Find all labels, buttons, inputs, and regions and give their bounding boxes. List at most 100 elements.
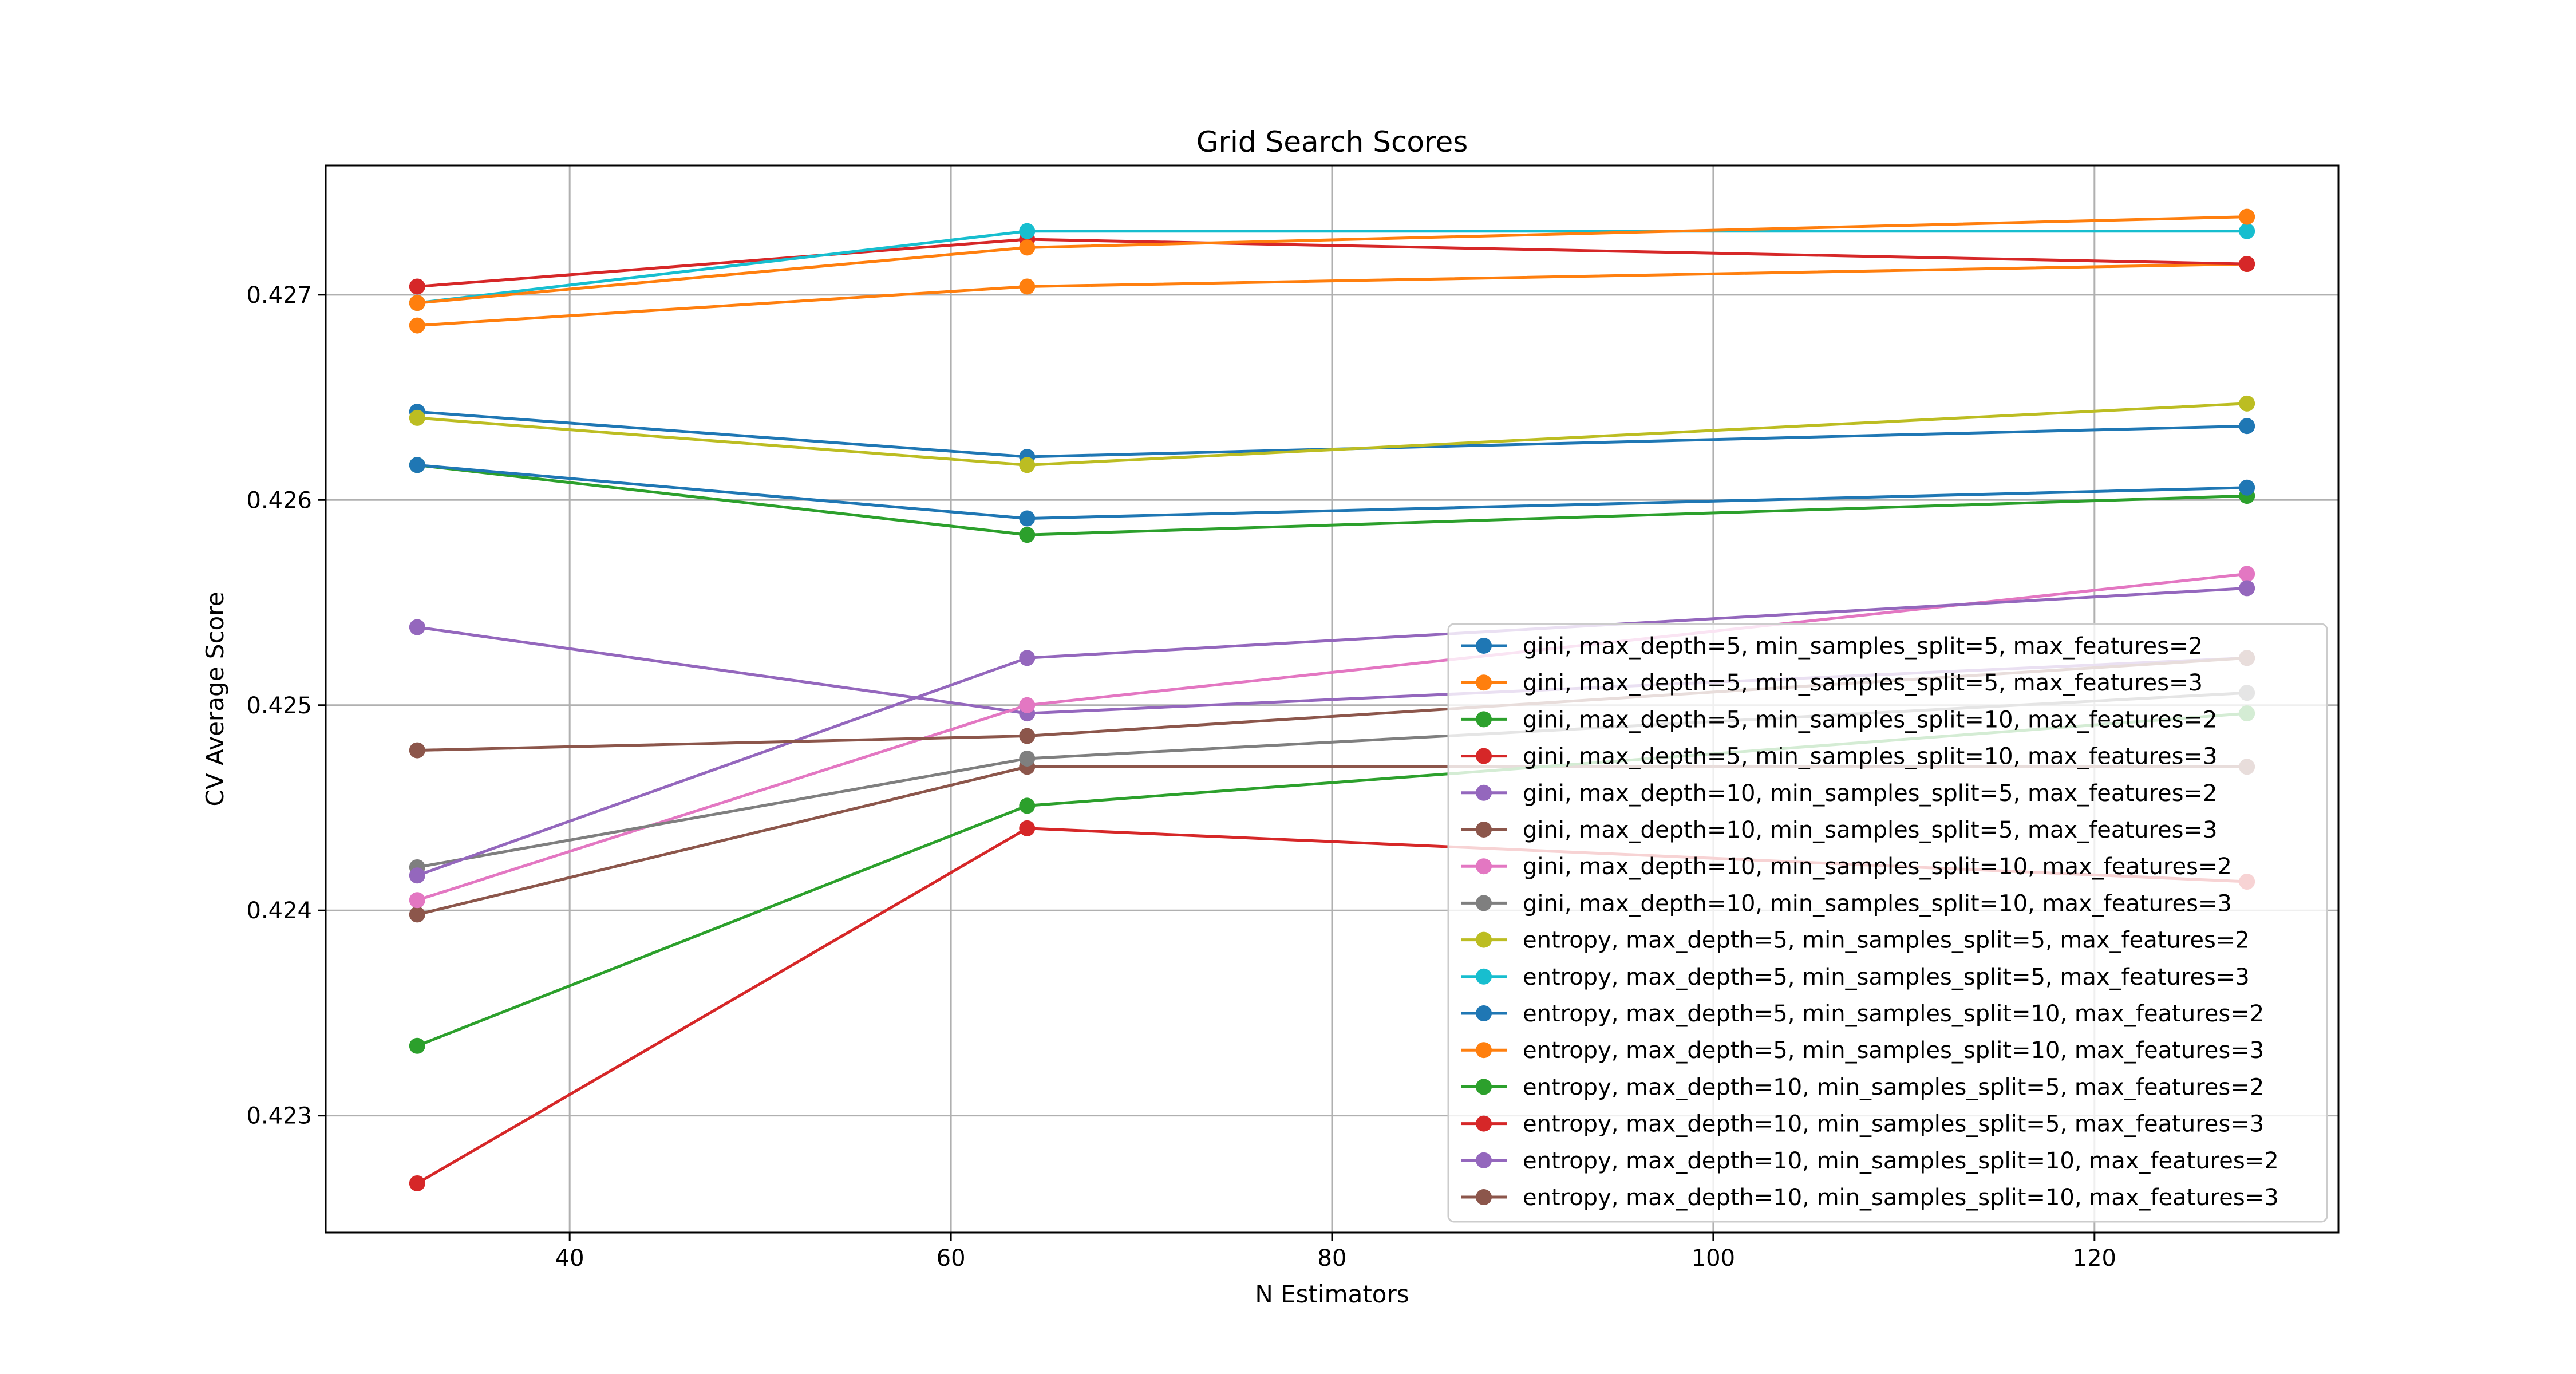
legend-item: gini, max_depth=10, min_samples_split=10… bbox=[1461, 854, 2232, 880]
legend-marker bbox=[1476, 1079, 1492, 1095]
data-point bbox=[2239, 223, 2255, 239]
y-axis-label: CV Average Score bbox=[201, 592, 229, 807]
legend-item: gini, max_depth=5, min_samples_split=5, … bbox=[1461, 670, 2203, 696]
legend-item: entropy, max_depth=5, min_samples_split=… bbox=[1461, 927, 2250, 954]
y-tick-label: 0.426 bbox=[246, 487, 312, 514]
legend-label: entropy, max_depth=10, min_samples_split… bbox=[1523, 1111, 2264, 1138]
y-tick-label: 0.423 bbox=[246, 1103, 312, 1130]
legend-marker bbox=[1476, 895, 1492, 911]
x-tick-label: 120 bbox=[2073, 1245, 2116, 1272]
y-tick-label: 0.425 bbox=[246, 693, 312, 719]
legend-item: entropy, max_depth=10, min_samples_split… bbox=[1461, 1185, 2279, 1211]
legend-label: entropy, max_depth=10, min_samples_split… bbox=[1523, 1185, 2279, 1211]
legend-label: entropy, max_depth=10, min_samples_split… bbox=[1523, 1148, 2279, 1174]
y-tick-label: 0.427 bbox=[246, 282, 312, 309]
data-point bbox=[2239, 208, 2255, 225]
data-point bbox=[409, 295, 425, 311]
legend-box bbox=[1447, 623, 2328, 1223]
legend-item: entropy, max_depth=10, min_samples_split… bbox=[1461, 1148, 2279, 1174]
x-tick-label: 60 bbox=[937, 1245, 966, 1272]
data-point bbox=[1019, 510, 1036, 527]
series-11 bbox=[409, 457, 2255, 527]
tick-layer: 40 60 80 100 120 0.423 0.424 0.425 0.426 0.427 bbox=[246, 282, 2116, 1272]
series-15 bbox=[409, 580, 2255, 884]
legend-item: entropy, max_depth=5, min_samples_split=… bbox=[1461, 964, 2250, 990]
data-point bbox=[1019, 820, 1036, 836]
x-tick-label: 80 bbox=[1318, 1245, 1347, 1272]
series-7 bbox=[409, 566, 2255, 909]
data-point bbox=[1019, 697, 1036, 713]
legend-label: entropy, max_depth=5, min_samples_split=… bbox=[1523, 1001, 2264, 1027]
legend-marker bbox=[1476, 931, 1492, 948]
data-point bbox=[2239, 418, 2255, 435]
data-point bbox=[409, 867, 425, 884]
data-point bbox=[2239, 580, 2255, 597]
data-point bbox=[2239, 479, 2255, 496]
legend-item: gini, max_depth=5, min_samples_split=10,… bbox=[1461, 744, 2217, 770]
legend-label: entropy, max_depth=5, min_samples_split=… bbox=[1523, 1037, 2264, 1064]
legend-item: gini, max_depth=5, min_samples_split=10,… bbox=[1461, 706, 2217, 733]
legend-marker bbox=[1476, 748, 1492, 764]
series-12 bbox=[409, 208, 2255, 311]
data-point bbox=[2239, 566, 2255, 582]
legend-item: entropy, max_depth=5, min_samples_split=… bbox=[1461, 1037, 2264, 1064]
data-point bbox=[1019, 223, 1036, 239]
series-9 bbox=[409, 395, 2255, 473]
legend-label: gini, max_depth=5, min_samples_split=10,… bbox=[1523, 744, 2217, 770]
legend-label: gini, max_depth=10, min_samples_split=10… bbox=[1523, 890, 2232, 917]
legend-item: gini, max_depth=5, min_samples_split=5, … bbox=[1461, 633, 2203, 660]
legend-marker bbox=[1476, 784, 1492, 801]
legend-label: gini, max_depth=10, min_samples_split=5,… bbox=[1523, 817, 2217, 843]
legend-item: gini, max_depth=10, min_samples_split=5,… bbox=[1461, 817, 2217, 843]
legend-label: entropy, max_depth=5, min_samples_split=… bbox=[1523, 927, 2250, 954]
data-point bbox=[409, 278, 425, 295]
data-point bbox=[1019, 728, 1036, 744]
data-point bbox=[409, 1175, 425, 1191]
data-point bbox=[1019, 650, 1036, 666]
legend-marker bbox=[1476, 822, 1492, 838]
legend-item: entropy, max_depth=5, min_samples_split=… bbox=[1461, 1001, 2264, 1027]
data-point bbox=[409, 1037, 425, 1054]
data-point bbox=[1019, 239, 1036, 256]
legend-item: gini, max_depth=10, min_samples_split=5,… bbox=[1461, 780, 2217, 807]
data-point bbox=[409, 742, 425, 759]
legend-label: gini, max_depth=5, min_samples_split=5, … bbox=[1523, 670, 2203, 696]
legend-item: entropy, max_depth=10, min_samples_split… bbox=[1461, 1111, 2264, 1138]
legend-label: entropy, max_depth=10, min_samples_split… bbox=[1523, 1074, 2264, 1100]
data-point bbox=[409, 317, 425, 334]
data-point bbox=[2239, 256, 2255, 273]
data-point bbox=[1019, 750, 1036, 767]
x-tick-label: 100 bbox=[1692, 1245, 1735, 1272]
legend-marker bbox=[1476, 1005, 1492, 1021]
legend: gini, max_depth=5, min_samples_split=5, … bbox=[1447, 623, 2328, 1223]
data-point bbox=[2239, 395, 2255, 412]
legend-label: gini, max_depth=10, min_samples_split=5,… bbox=[1523, 780, 2217, 807]
legend-label: gini, max_depth=5, min_samples_split=5, … bbox=[1523, 633, 2203, 660]
legend-marker bbox=[1476, 711, 1492, 728]
data-point bbox=[1019, 278, 1036, 295]
legend-marker bbox=[1476, 1189, 1492, 1205]
legend-marker bbox=[1476, 674, 1492, 691]
legend-item: gini, max_depth=10, min_samples_split=10… bbox=[1461, 890, 2232, 917]
legend-marker bbox=[1476, 1042, 1492, 1059]
legend-marker bbox=[1476, 858, 1492, 875]
legend-marker bbox=[1476, 1115, 1492, 1132]
legend-marker bbox=[1476, 968, 1492, 985]
y-tick-label: 0.424 bbox=[246, 898, 312, 924]
data-point bbox=[1019, 457, 1036, 473]
data-point bbox=[1019, 797, 1036, 814]
data-point bbox=[409, 892, 425, 909]
data-point bbox=[409, 906, 425, 923]
data-point bbox=[409, 457, 425, 473]
legend-label: gini, max_depth=5, min_samples_split=10,… bbox=[1523, 706, 2217, 733]
chart-title: Grid Search Scores bbox=[1196, 125, 1468, 159]
data-point bbox=[409, 619, 425, 635]
data-point bbox=[1019, 527, 1036, 543]
legend-label: entropy, max_depth=5, min_samples_split=… bbox=[1523, 964, 2250, 990]
data-point bbox=[409, 409, 425, 426]
legend-marker bbox=[1476, 1152, 1492, 1168]
legend-label: gini, max_depth=10, min_samples_split=10… bbox=[1523, 854, 2232, 880]
legend-item: entropy, max_depth=10, min_samples_split… bbox=[1461, 1074, 2264, 1100]
legend-marker bbox=[1476, 638, 1492, 654]
